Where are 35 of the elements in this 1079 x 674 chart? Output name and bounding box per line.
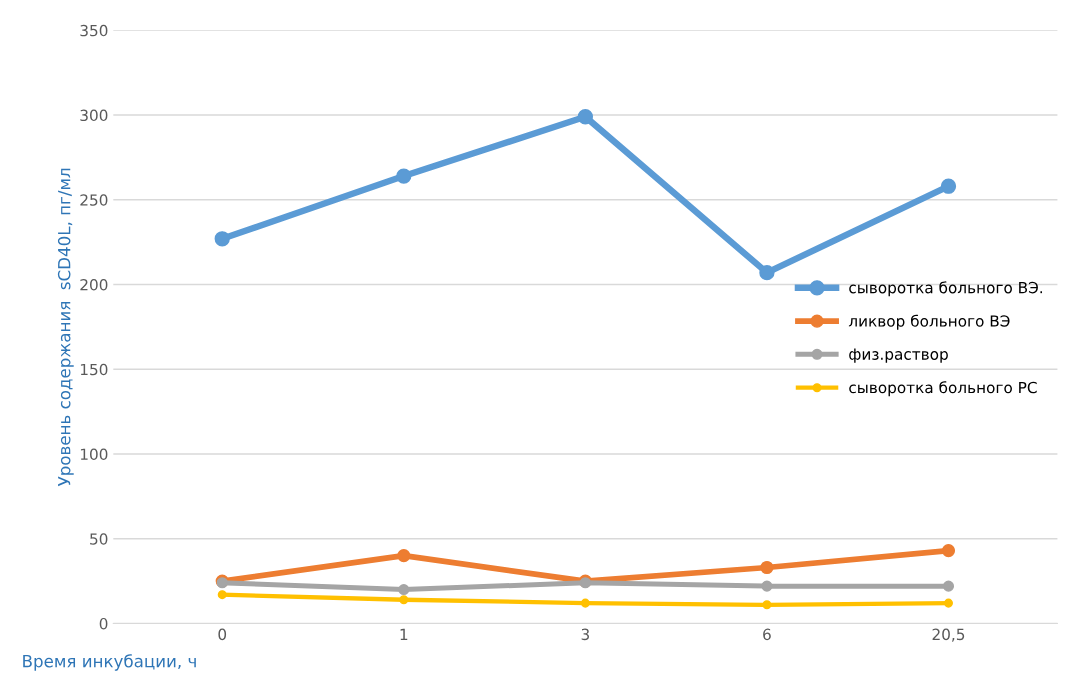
point	[761, 580, 773, 592]
x-tick-label: 1	[400, 628, 408, 640]
legend-label: физ.раствор	[849, 348, 948, 363]
point	[759, 265, 775, 281]
y-tick-label: 100	[80, 448, 108, 461]
legend-label: сыворотка больного ВЭ.	[849, 281, 1043, 297]
point	[577, 109, 593, 125]
y-axis-title: Уровень содержания sCD40L, пг/мл	[57, 168, 74, 487]
point	[214, 231, 230, 247]
legend-label: сыворотка больного РС	[849, 381, 1037, 397]
x-tick-label: 3	[581, 628, 589, 641]
point	[399, 595, 409, 605]
point	[760, 560, 774, 575]
point	[942, 580, 955, 592]
point	[943, 598, 953, 608]
y-tick-label: 200	[80, 278, 108, 291]
point	[941, 543, 956, 558]
y-tick-label: 300	[80, 109, 108, 122]
point	[396, 168, 412, 184]
y-tick-label: 150	[80, 363, 108, 376]
y-tick-label: 250	[80, 194, 108, 206]
x-tick-label: 6	[763, 628, 771, 641]
legend-label: ликвор больного ВЭ	[848, 314, 1010, 330]
y-tick-label: 350	[80, 24, 108, 37]
point	[580, 598, 590, 608]
point	[762, 600, 772, 610]
x-tick-label: 20,5	[932, 628, 965, 642]
point	[940, 178, 957, 194]
point	[398, 584, 410, 596]
point	[217, 590, 227, 600]
x-axis-title: Время инкубации, ч	[23, 654, 196, 671]
y-tick-label: 0	[99, 617, 108, 630]
y-tick-label: 50	[90, 533, 108, 545]
x-tick-label: 0	[218, 628, 227, 641]
point	[397, 549, 411, 563]
